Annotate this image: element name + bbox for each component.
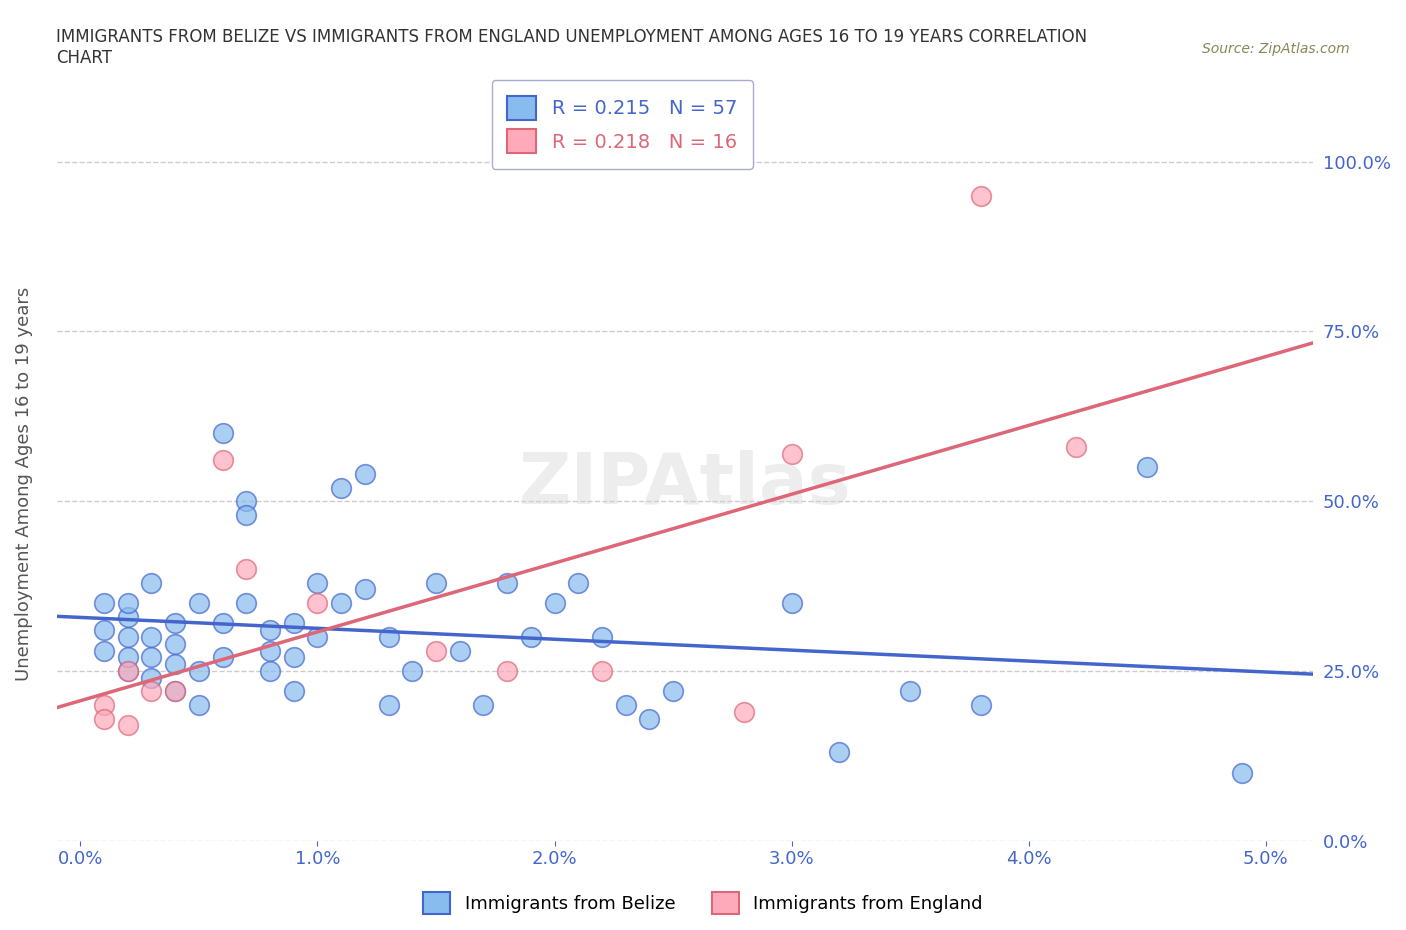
Text: ZIPAtlas: ZIPAtlas [519,450,851,519]
Point [449,644,471,658]
Point [93,698,115,712]
Point [141,671,163,685]
Y-axis label: Unemployment Among Ages 16 to 19 years: Unemployment Among Ages 16 to 19 years [15,287,32,682]
Point [614,698,637,712]
Point [117,595,139,610]
Point [307,576,329,591]
Point [496,663,519,678]
Point [780,446,803,461]
Point [117,718,139,733]
Point [567,576,589,591]
Point [117,650,139,665]
Point [187,595,209,610]
Point [117,609,139,624]
Legend: Immigrants from Belize, Immigrants from England: Immigrants from Belize, Immigrants from … [416,884,990,921]
Point [93,595,115,610]
Point [141,650,163,665]
Point [425,644,447,658]
Point [93,711,115,726]
Point [211,453,233,468]
Point [1230,765,1253,780]
Point [1064,440,1087,455]
Point [662,684,685,698]
Point [828,745,851,760]
Point [259,644,281,658]
Point [353,467,375,482]
Point [235,562,257,577]
Point [425,576,447,591]
Point [377,630,399,644]
Point [353,582,375,597]
Point [733,704,755,719]
Point [307,630,329,644]
Point [330,595,353,610]
Point [165,684,187,698]
Point [141,684,163,698]
Point [638,711,661,726]
Point [117,663,139,678]
Point [472,698,495,712]
Point [591,630,613,644]
Point [235,595,257,610]
Point [93,644,115,658]
Point [307,595,329,610]
Point [377,698,399,712]
Point [141,630,163,644]
Point [283,650,305,665]
Point [970,188,993,203]
Point [235,508,257,523]
Point [1136,459,1159,474]
Point [93,623,115,638]
Point [520,630,543,644]
Point [165,636,187,651]
Point [187,663,209,678]
Point [117,630,139,644]
Point [330,480,353,495]
Point [211,650,233,665]
Point [496,576,519,591]
Text: Source: ZipAtlas.com: Source: ZipAtlas.com [1202,42,1350,56]
Point [235,494,257,509]
Point [165,684,187,698]
Text: IMMIGRANTS FROM BELIZE VS IMMIGRANTS FROM ENGLAND UNEMPLOYMENT AMONG AGES 16 TO : IMMIGRANTS FROM BELIZE VS IMMIGRANTS FRO… [56,28,1087,67]
Point [211,426,233,441]
Point [211,616,233,631]
Point [898,684,921,698]
Point [283,684,305,698]
Point [187,698,209,712]
Point [259,623,281,638]
Point [591,663,613,678]
Point [165,616,187,631]
Point [259,663,281,678]
Point [283,616,305,631]
Point [780,595,803,610]
Point [401,663,423,678]
Legend: R = 0.215   N = 57, R = 0.218   N = 16: R = 0.215 N = 57, R = 0.218 N = 16 [492,80,752,168]
Point [970,698,993,712]
Point [117,663,139,678]
Point [165,657,187,671]
Point [141,576,163,591]
Point [543,595,565,610]
